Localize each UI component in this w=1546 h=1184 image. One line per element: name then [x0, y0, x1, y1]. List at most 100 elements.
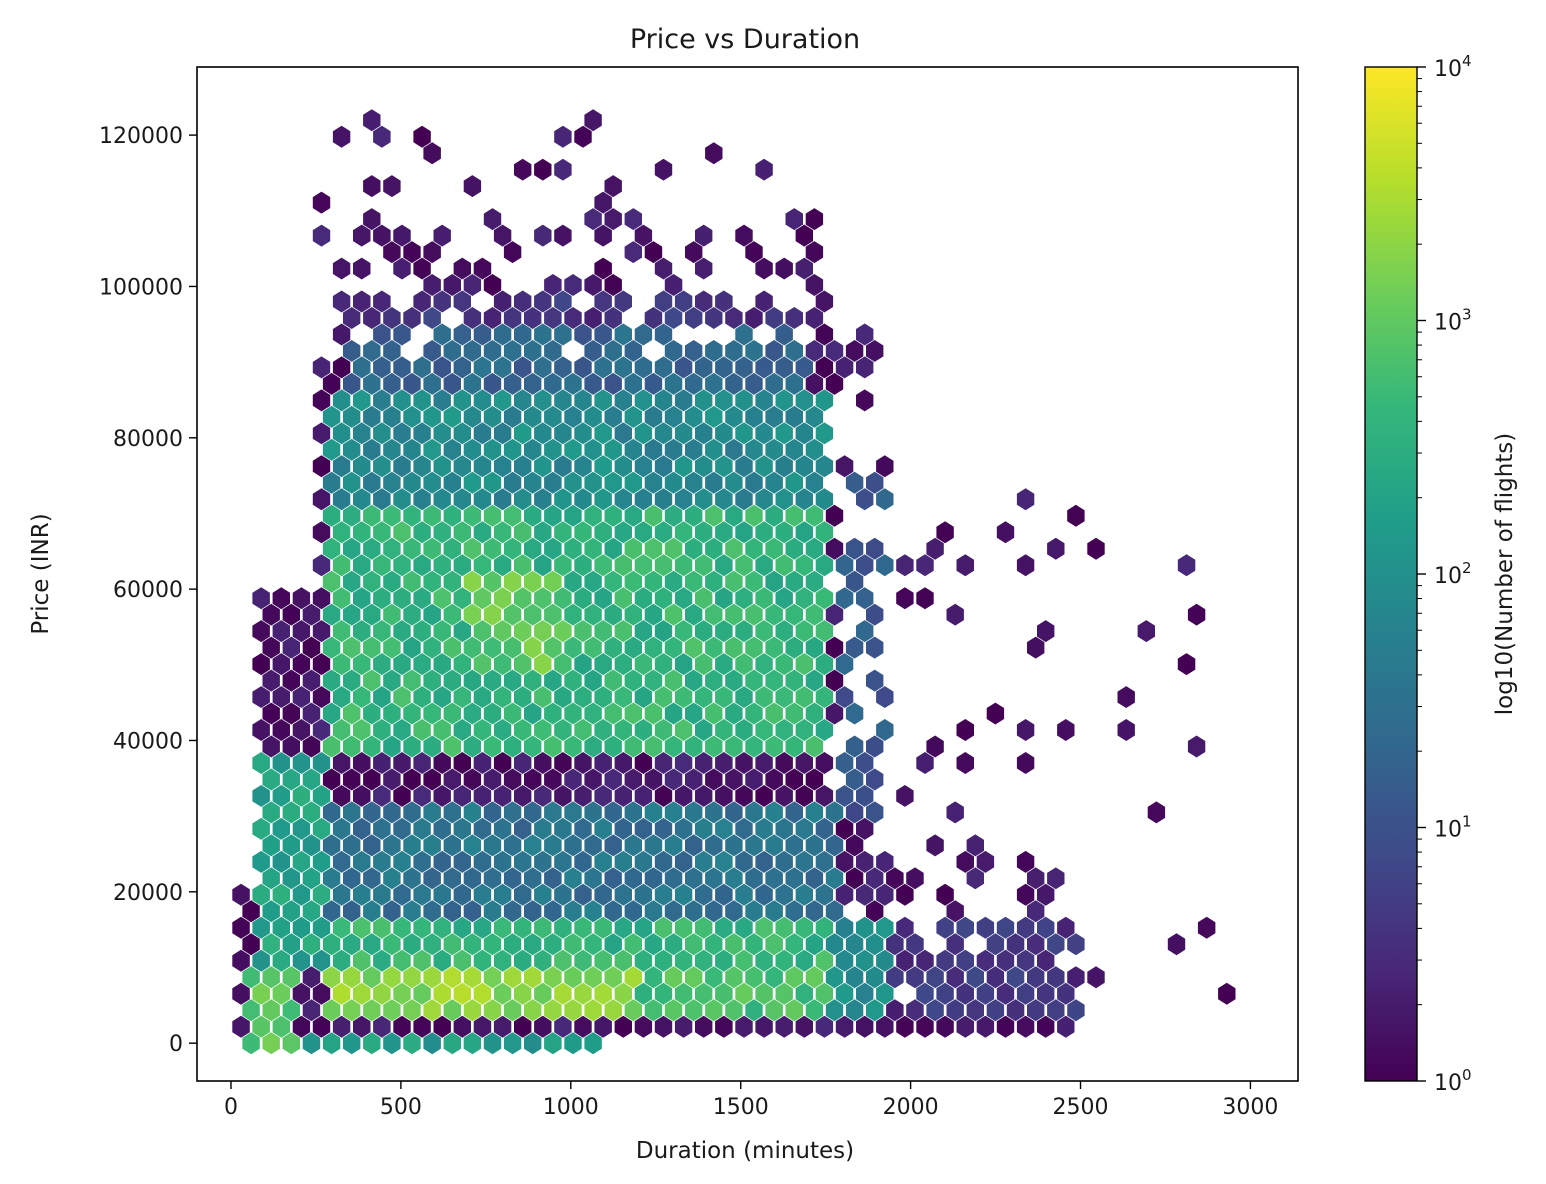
hex-cell	[524, 702, 542, 725]
hex-cell	[463, 867, 482, 890]
hex-cell	[353, 719, 371, 741]
hex-cell	[353, 455, 371, 478]
hex-cell	[312, 587, 331, 610]
hex-cell	[775, 916, 793, 939]
hex-cell	[554, 224, 572, 247]
hex-cell	[493, 850, 512, 873]
hex-cell	[594, 323, 612, 346]
hex-cell	[614, 653, 632, 676]
hex-cell	[644, 307, 663, 329]
hex-cell	[554, 883, 572, 906]
hex-cell	[664, 801, 683, 824]
hex-cell	[654, 982, 673, 1005]
hex-cell	[322, 372, 341, 395]
hex-cell	[775, 1015, 793, 1038]
hex-cell	[715, 1015, 733, 1038]
hex-cell	[815, 817, 834, 840]
hex-cell	[735, 653, 753, 676]
hex-cell	[654, 850, 673, 873]
hex-cell	[755, 686, 773, 708]
hex-cell	[916, 982, 934, 1005]
hex-cell	[916, 752, 934, 774]
hex-cell	[433, 422, 451, 445]
hex-cell	[262, 1032, 280, 1055]
hex-cell	[785, 340, 803, 362]
hex-cell	[735, 949, 753, 972]
hex-cell	[534, 554, 552, 577]
hex-cell	[503, 570, 522, 593]
hex-cell	[312, 949, 331, 972]
hex-cell	[403, 867, 421, 890]
hex-cell	[815, 883, 834, 906]
hex-cell	[785, 471, 803, 494]
hex-cell	[866, 801, 884, 824]
hex-cell	[654, 719, 673, 741]
hex-cell	[534, 1015, 552, 1038]
hex-cell	[302, 966, 321, 989]
hex-cell	[654, 883, 673, 906]
hex-cell	[584, 471, 602, 494]
hex-cell	[986, 933, 1005, 956]
hex-cell	[383, 438, 401, 461]
hex-cell	[745, 900, 763, 923]
hex-cell	[373, 521, 391, 544]
hex-cell	[483, 603, 502, 626]
hex-cell	[554, 785, 572, 807]
hex-cell	[725, 900, 743, 923]
hex-cell	[433, 653, 451, 676]
hex-cell	[775, 455, 793, 478]
hex-cell	[594, 488, 612, 511]
hex-cell	[604, 636, 622, 659]
x-tick-label: 2000	[883, 1095, 939, 1120]
hex-cell	[1087, 966, 1105, 989]
hex-cell	[856, 752, 874, 774]
hex-cell	[574, 949, 592, 972]
hex-cell	[332, 422, 351, 445]
hex-cell	[574, 356, 592, 379]
hex-cell	[363, 340, 381, 362]
hex-cell	[413, 356, 431, 379]
hex-cell	[584, 834, 602, 857]
hex-cell	[282, 768, 300, 791]
hex-cell	[544, 405, 562, 428]
hex-cell	[554, 455, 572, 478]
hex-cell	[594, 686, 612, 708]
hex-cell	[363, 175, 381, 198]
hex-cell	[312, 389, 331, 412]
hex-cell	[463, 405, 482, 428]
hex-cell	[312, 883, 331, 906]
y-tick-label: 40000	[113, 729, 183, 754]
hex-cell	[715, 653, 733, 676]
y-tick-label: 60000	[113, 578, 183, 603]
hex-cell	[483, 735, 502, 758]
hex-cell	[413, 916, 431, 939]
hex-cell	[644, 636, 663, 659]
hex-cell	[775, 323, 793, 346]
hex-cell	[715, 850, 733, 873]
hex-cell	[624, 537, 642, 560]
hex-cell	[664, 274, 683, 296]
hex-cell	[503, 669, 522, 692]
hex-cell	[634, 719, 653, 741]
hex-cell	[453, 455, 471, 478]
hex-cell	[483, 504, 502, 527]
hex-cell	[705, 966, 723, 989]
hex-cell	[594, 752, 612, 774]
hex-cell	[443, 636, 461, 659]
hex-cell	[433, 587, 451, 610]
hex-cell	[363, 966, 381, 989]
hex-cell	[554, 125, 572, 148]
hex-cell	[685, 768, 703, 791]
hex-cell	[835, 916, 854, 939]
hex-cell	[695, 653, 713, 676]
hex-cell	[685, 405, 703, 428]
hex-cell	[594, 949, 612, 972]
hex-cell	[373, 620, 391, 643]
hex-cell	[755, 719, 773, 741]
hex-cell	[403, 702, 421, 725]
hex-cell	[725, 768, 743, 791]
hex-cell	[383, 999, 401, 1022]
hex-cell	[715, 455, 733, 478]
hex-cell	[393, 521, 411, 544]
hex-cell	[423, 768, 441, 791]
